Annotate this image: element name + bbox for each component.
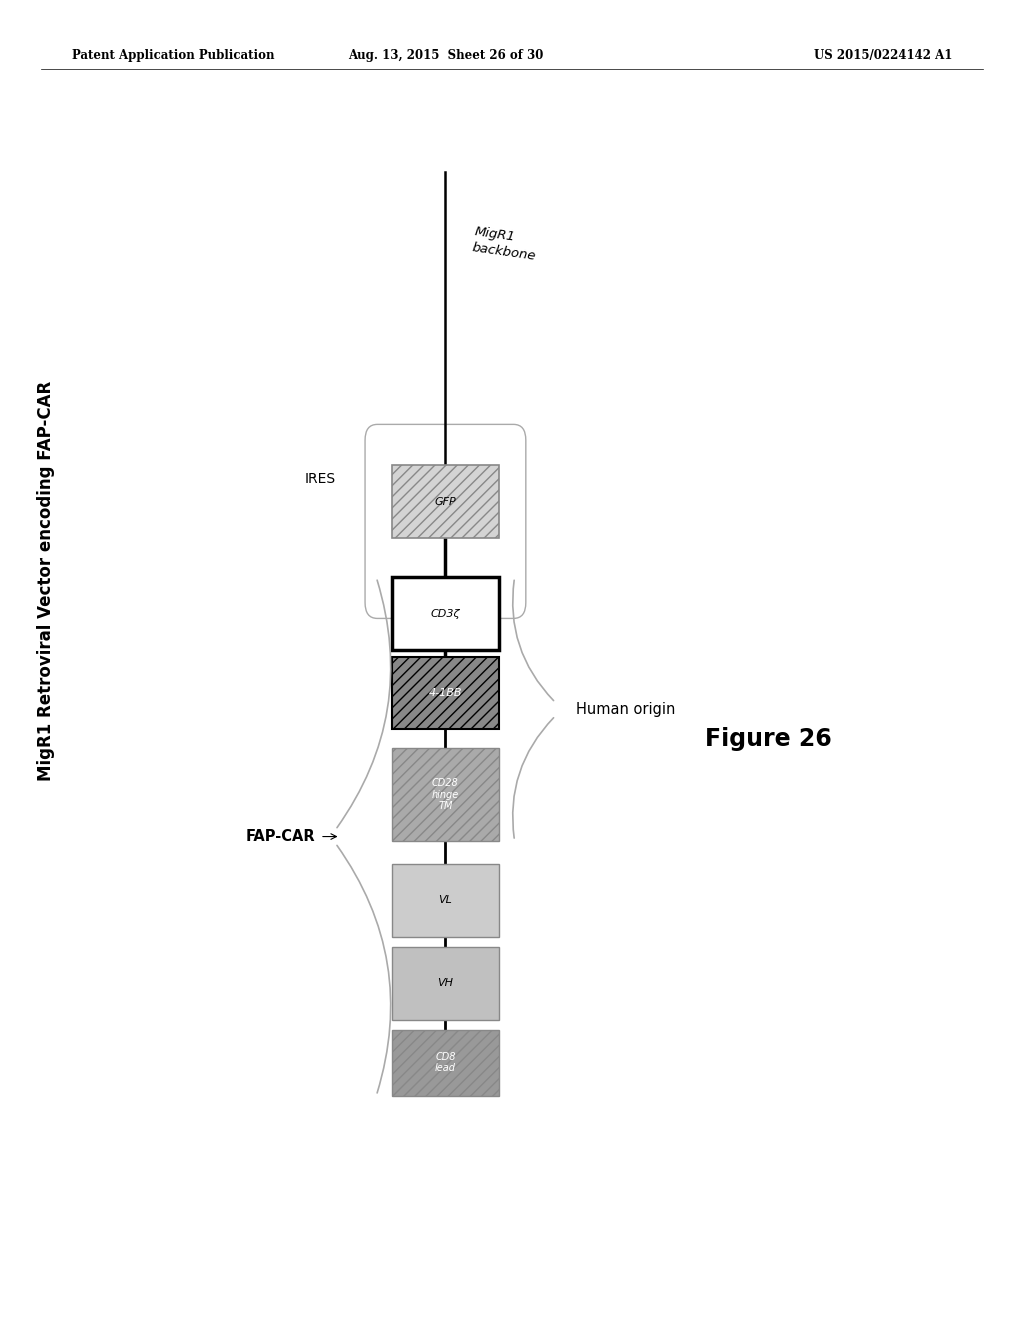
- Text: VH: VH: [437, 978, 454, 989]
- FancyBboxPatch shape: [391, 948, 500, 1019]
- Text: Human origin: Human origin: [575, 702, 676, 717]
- FancyBboxPatch shape: [391, 1030, 500, 1096]
- Text: Aug. 13, 2015  Sheet 26 of 30: Aug. 13, 2015 Sheet 26 of 30: [348, 49, 543, 62]
- Text: 4-1BB: 4-1BB: [429, 688, 462, 698]
- Text: VL: VL: [438, 895, 453, 906]
- Text: CD3ζ: CD3ζ: [431, 609, 460, 619]
- Text: Figure 26: Figure 26: [705, 727, 831, 751]
- Text: GFP: GFP: [434, 496, 457, 507]
- Text: IRES: IRES: [304, 471, 336, 486]
- Text: US 2015/0224142 A1: US 2015/0224142 A1: [814, 49, 952, 62]
- FancyBboxPatch shape: [391, 465, 500, 539]
- FancyBboxPatch shape: [391, 577, 500, 649]
- Text: CD8
lead: CD8 lead: [435, 1052, 456, 1073]
- Text: MigR1
backbone: MigR1 backbone: [471, 226, 539, 263]
- FancyBboxPatch shape: [391, 657, 500, 729]
- Text: Patent Application Publication: Patent Application Publication: [72, 49, 274, 62]
- FancyBboxPatch shape: [391, 748, 500, 841]
- Text: FAP-CAR: FAP-CAR: [246, 829, 315, 843]
- Text: MigR1 Retroviral Vector encoding FAP-CAR: MigR1 Retroviral Vector encoding FAP-CAR: [37, 380, 55, 781]
- Text: CD28
hinge
TM: CD28 hinge TM: [432, 777, 459, 812]
- FancyBboxPatch shape: [391, 865, 500, 937]
